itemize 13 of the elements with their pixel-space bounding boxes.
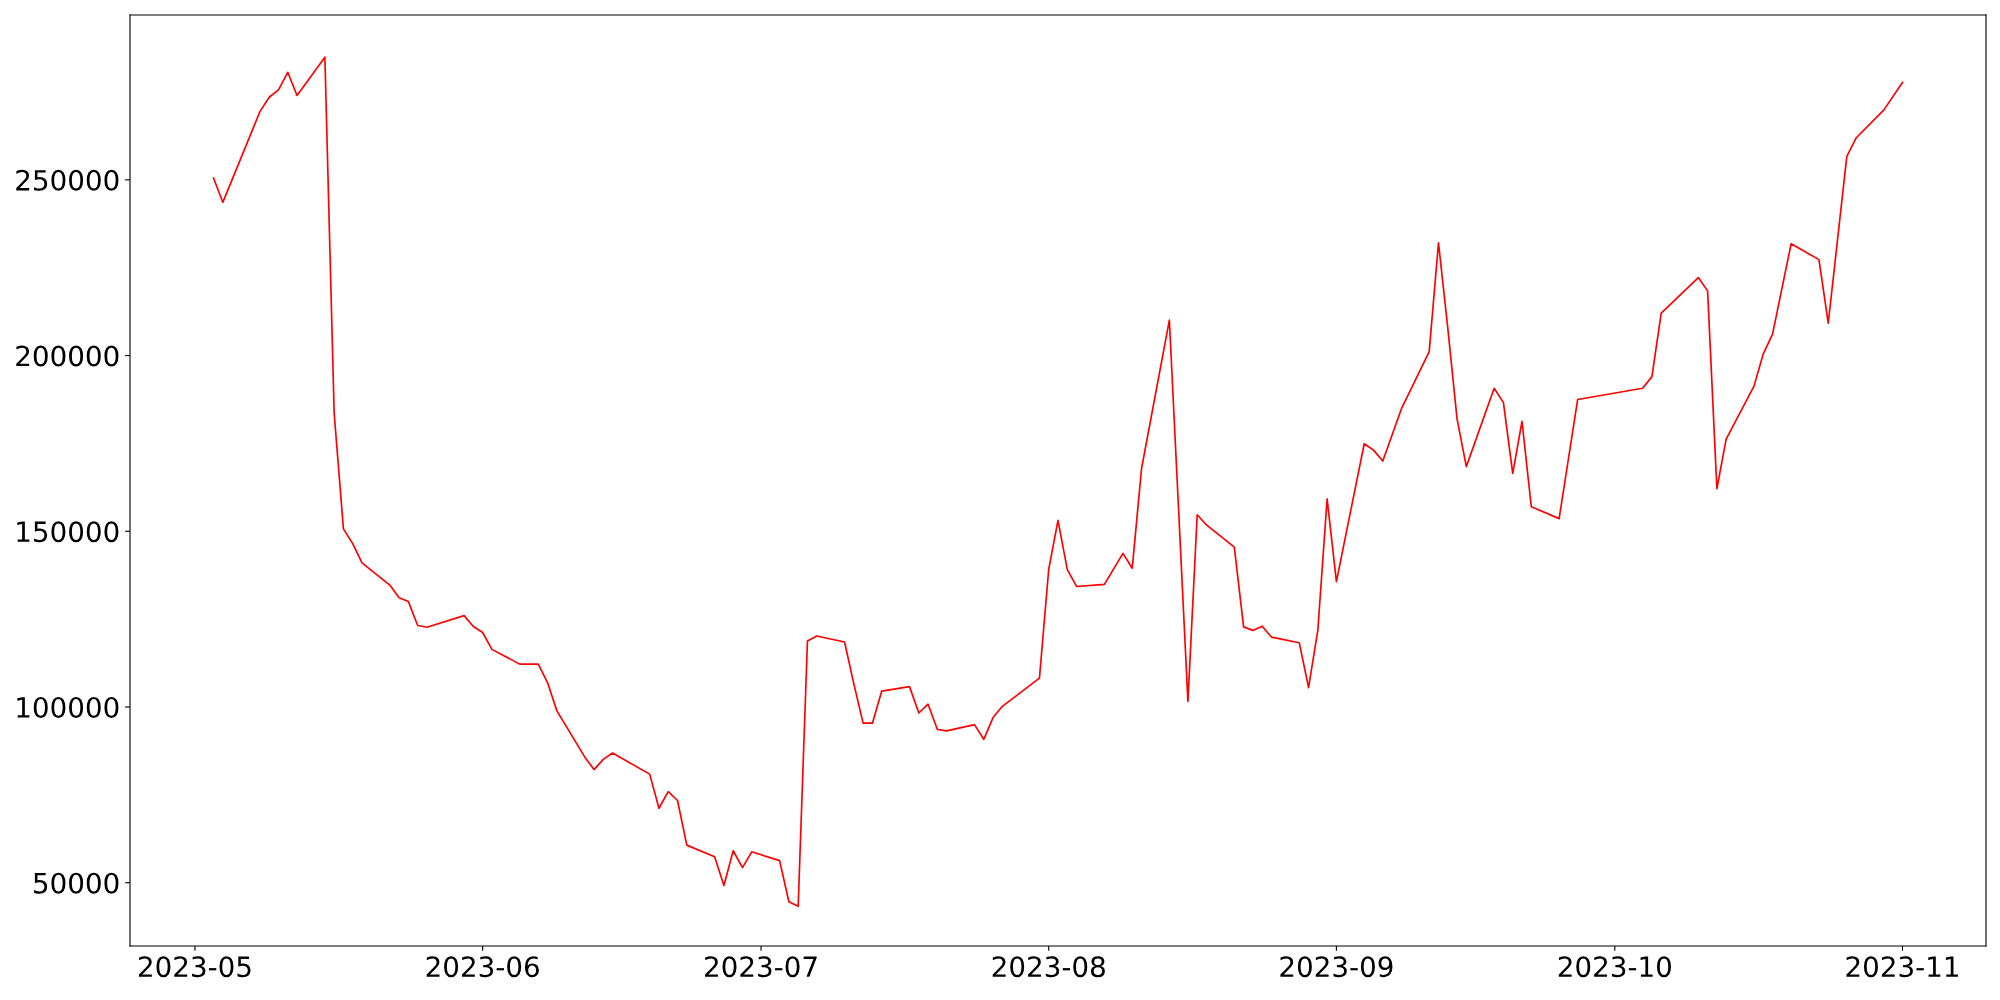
y-tick-label: 100000 — [17, 696, 119, 718]
x-tick-label: 2023-10 — [1558, 956, 1671, 978]
x-tick-label: 2023-08 — [992, 956, 1105, 978]
x-tick-label: 2023-05 — [138, 956, 251, 978]
x-tick-label: 2023-09 — [1280, 956, 1393, 978]
x-tick-label: 2023-07 — [705, 956, 817, 978]
line-series — [212, 56, 1904, 908]
y-tick-label: 50000 — [34, 872, 119, 894]
y-tick-label: 150000 — [17, 521, 119, 543]
y-tick-label: 250000 — [16, 169, 119, 191]
y-tick-label: 200000 — [16, 345, 119, 367]
x-tick-label: 2023-11 — [1846, 956, 1958, 978]
x-tick-label: 2023-06 — [426, 956, 539, 978]
